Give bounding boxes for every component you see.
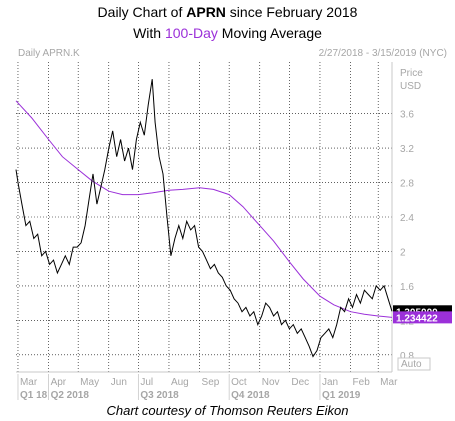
chart-title-line2: With 100-Day Moving Average: [133, 25, 322, 41]
x-tick-label: May: [80, 377, 99, 388]
y-tick-label: 3.2: [400, 144, 414, 155]
ticker-symbol: APRN: [186, 4, 226, 20]
y-tick-label: 2.8: [400, 179, 414, 190]
y-axis-label: USD: [400, 81, 421, 92]
x-axis: Mar Apr May Jun Jul Aug Sep Oct Nov Dec Jan Feb Mar Q…: [17, 374, 398, 401]
y-axis-label: Price: [400, 68, 423, 79]
y-tick-label: 2: [400, 247, 406, 258]
x-tick-label: Jul: [140, 377, 153, 388]
date-range-label: 2/27/2018 - 3/15/2019 (NYC): [318, 48, 447, 59]
plot-frame: [16, 62, 393, 373]
x-tick-label: Jan: [322, 377, 338, 388]
x-tick-label: Apr: [51, 377, 67, 388]
chart-grid: [16, 62, 392, 372]
quarter-label: Q1 18: [20, 390, 48, 401]
quarter-label: Q3 2018: [140, 390, 179, 401]
chart-title-line1: Daily Chart of APRN since February 2018: [97, 4, 358, 20]
x-tick-label: Feb: [353, 377, 371, 388]
auto-scale-label: Auto: [401, 359, 422, 370]
y-tick-label: 1.6: [400, 282, 414, 293]
x-tick-label: Jun: [111, 377, 127, 388]
auto-scale-box: [397, 357, 431, 371]
quarter-label: Q4 2018: [231, 390, 270, 401]
y-tick-label: 3.6: [400, 110, 414, 121]
last-moving-average-label: 1.234422: [396, 313, 438, 324]
x-tick-label: Mar: [20, 377, 38, 388]
y-tick-label: 0.8: [400, 351, 414, 362]
last-moving-average-box: [393, 311, 452, 324]
price-line: [15, 79, 393, 358]
x-tick-label: Sep: [202, 377, 220, 388]
x-tick-label: Oct: [231, 377, 247, 388]
x-tick-label: Mar: [380, 377, 398, 388]
value-badges: 1.3050001.234422: [393, 305, 452, 324]
symbol-label: Daily APRN.K: [18, 48, 80, 59]
x-tick-label: Dec: [291, 377, 309, 388]
chart-footer: Chart courtesy of Thomson Reuters Eikon: [106, 403, 349, 418]
quarter-label: Q1 2019: [322, 390, 361, 401]
moving-average-layer: [15, 100, 393, 318]
x-tick-label: Nov: [262, 377, 280, 388]
x-tick-label: Aug: [171, 377, 189, 388]
quarter-label: Q2 2018: [51, 390, 90, 401]
moving-average-line: [15, 100, 393, 318]
y-tick-label: 2.4: [400, 213, 414, 224]
moving-average-period: 100-Day: [164, 25, 218, 41]
price-layer: [15, 79, 393, 358]
